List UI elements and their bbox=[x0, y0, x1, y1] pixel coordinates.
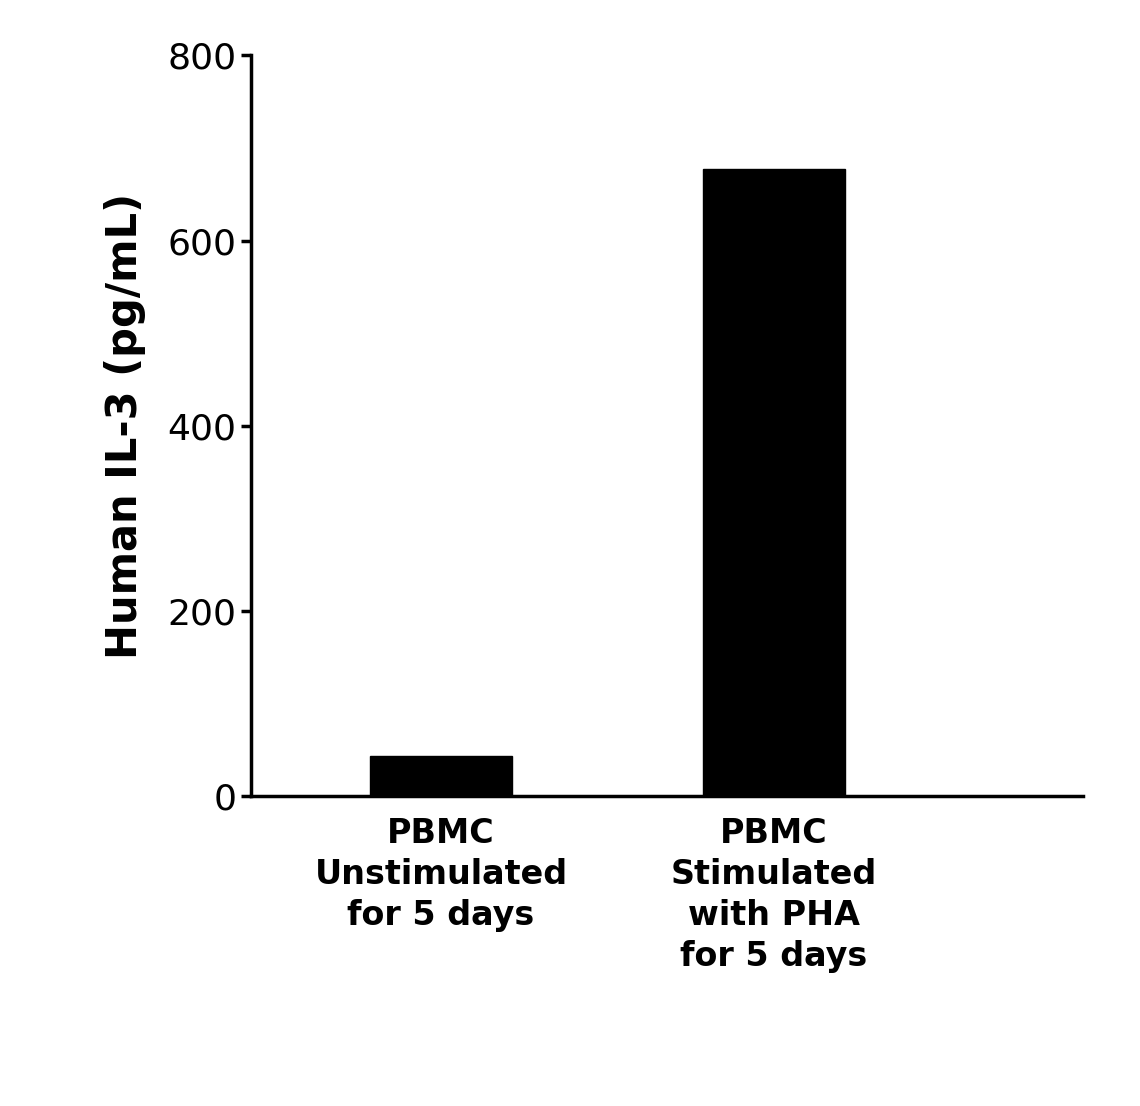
Y-axis label: Human IL-3 (pg/mL): Human IL-3 (pg/mL) bbox=[104, 192, 146, 659]
Bar bbox=[369, 757, 512, 796]
Bar bbox=[702, 169, 845, 796]
